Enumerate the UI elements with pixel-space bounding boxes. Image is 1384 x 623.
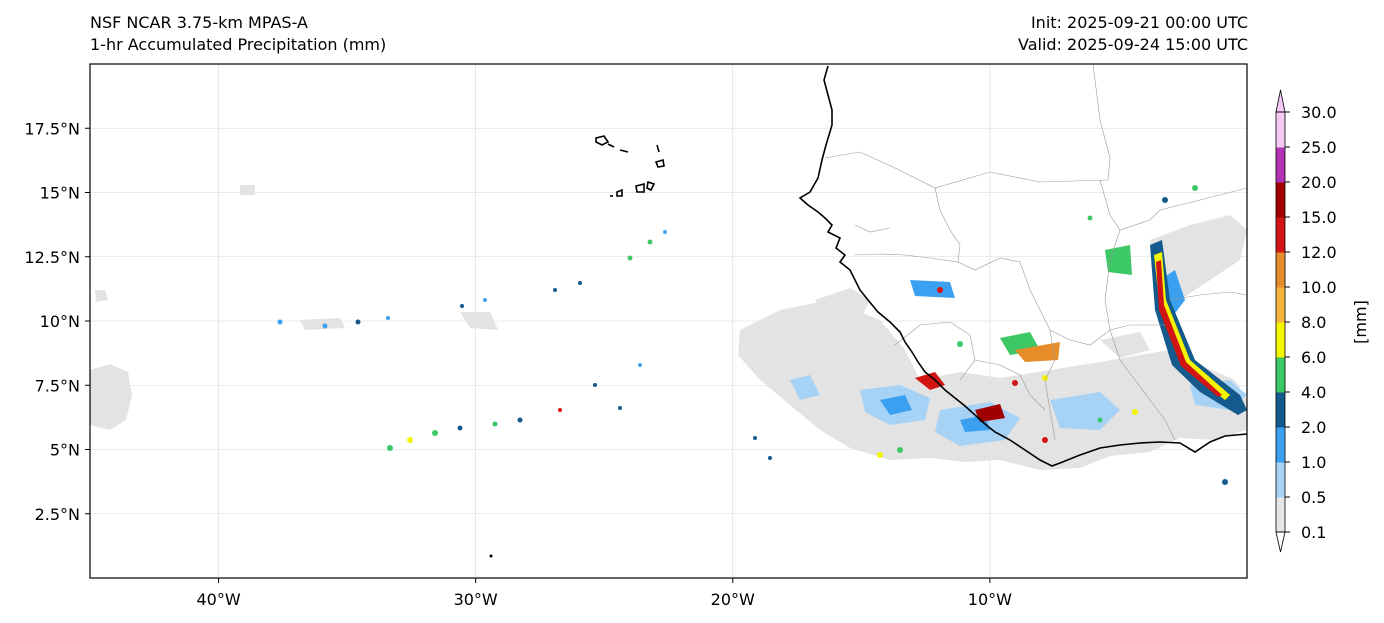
lon-tick-label: 10°W — [968, 590, 1012, 609]
colorbar-bin — [1276, 182, 1285, 218]
lat-tick-label: 2.5°N — [35, 505, 80, 524]
colorbar-bin — [1276, 497, 1285, 533]
lat-tick-label: 15°N — [40, 184, 80, 203]
model-name: NSF NCAR 3.75-km MPAS-A — [90, 13, 308, 32]
title-left: NSF NCAR 3.75-km MPAS-A 1-hr Accumulated… — [90, 12, 386, 56]
precip-cells — [277, 185, 1228, 485]
colorbar-tick-label: 15.0 — [1301, 208, 1337, 227]
colorbar-tick-label: 0.5 — [1301, 488, 1326, 507]
colorbar-bin — [1276, 322, 1285, 358]
colorbar-bin — [1276, 357, 1285, 393]
colorbar-tick-label: 12.0 — [1301, 243, 1337, 262]
colorbar-tick-label: 4.0 — [1301, 383, 1326, 402]
colorbar-extend-min — [1275, 531, 1286, 553]
lat-tick-label: 5°N — [50, 441, 80, 460]
colorbar-bin — [1276, 147, 1285, 183]
colorbar-tick-label: 8.0 — [1301, 313, 1326, 332]
colorbar-tick-label: 25.0 — [1301, 138, 1337, 157]
colorbar-tick-label: 0.1 — [1301, 523, 1326, 542]
field-name: 1-hr Accumulated Precipitation (mm) — [90, 35, 387, 54]
colorbar-bin — [1276, 287, 1285, 323]
precip-intense-bands — [910, 240, 1247, 422]
lat-tick-label: 10°N — [40, 312, 80, 331]
colorbar-tick-label: 20.0 — [1301, 173, 1337, 192]
lat-tick-label: 17.5°N — [24, 119, 80, 138]
coastline — [595, 65, 1247, 467]
lat-tick-label: 7.5°N — [35, 376, 80, 395]
colorbar-bin — [1276, 217, 1285, 253]
axis-ticks: 40°W 30°W 20°W 10°W 2.5°N 5°N 7.5°N 10°N 12.5°N 1… — [24, 119, 1012, 609]
colorbar-bin — [1276, 462, 1285, 498]
country-borders — [824, 64, 1247, 441]
colorbar-bin — [1276, 392, 1285, 428]
colorbar-extend-max — [1275, 89, 1286, 113]
colorbar-tick-label: 1.0 — [1301, 453, 1326, 472]
lon-tick-label: 30°W — [454, 590, 498, 609]
valid-time: Valid: 2025-09-24 15:00 UTC — [1017, 35, 1248, 54]
colorbar-tick-label: 10.0 — [1301, 278, 1337, 297]
island-marker — [489, 554, 493, 558]
colorbar-bin — [1276, 252, 1285, 288]
title-right: Init: 2025-09-21 00:00 UTC Valid: 2025-0… — [1018, 12, 1248, 56]
init-time: Init: 2025-09-21 00:00 UTC — [1030, 13, 1248, 32]
colorbar-tick-label: 30.0 — [1301, 103, 1337, 122]
lat-tick-label: 12.5°N — [24, 248, 80, 267]
colorbar-bin — [1276, 112, 1285, 148]
lon-tick-label: 20°W — [711, 590, 755, 609]
colorbar-tick-label: 2.0 — [1301, 418, 1326, 437]
colorbar: 0.1 0.5 1.0 2.0 4.0 6.0 8.0 10.0 12.0 15.0 20.0 25.… — [1275, 89, 1337, 553]
colorbar-unit-label: [mm] — [1351, 300, 1370, 344]
colorbar-tick-label: 6.0 — [1301, 348, 1326, 367]
colorbar-bin — [1276, 427, 1285, 463]
map-content — [90, 64, 1247, 558]
lon-tick-label: 40°W — [196, 590, 240, 609]
